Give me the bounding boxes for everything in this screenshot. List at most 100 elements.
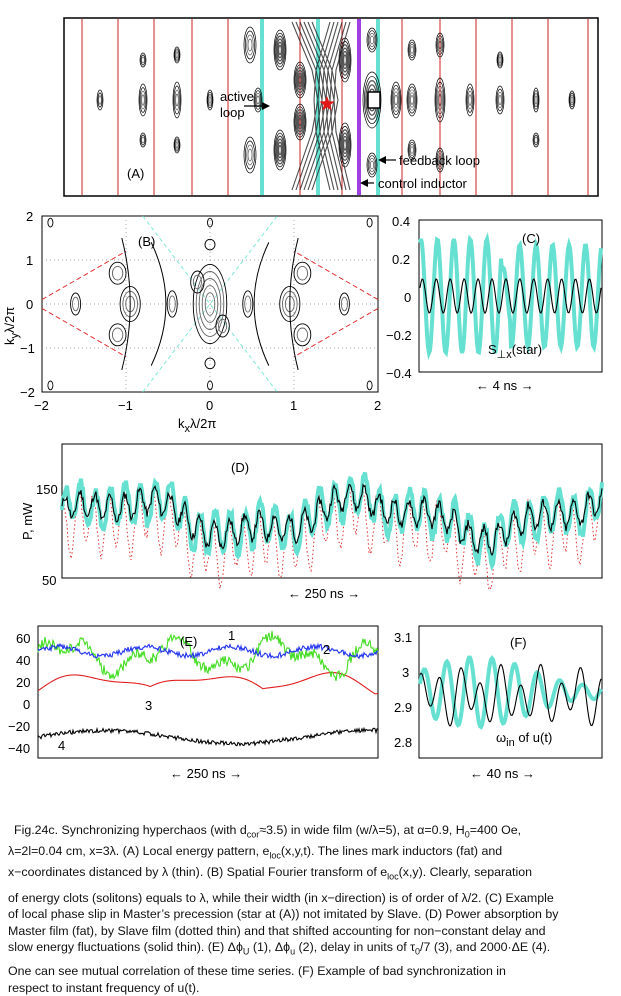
energy-contour xyxy=(437,37,443,53)
c-xcaption: ← 4 ns → xyxy=(476,378,534,393)
panel-d: (D) P, mW 150 50 ← 250 ns → xyxy=(20,443,604,601)
figure-caption: Fig.24c. Synchronizing hyperchaos (with … xyxy=(8,822,614,996)
panel-b-xticks: −2 −1 0 1 2 xyxy=(34,398,381,413)
energy-contour xyxy=(366,152,378,178)
fourier-contour xyxy=(296,327,309,343)
caption-line: One can see mutual correlation of these … xyxy=(8,964,506,979)
active-loop-label-2: loop xyxy=(220,105,245,120)
energy-contour xyxy=(466,87,474,113)
energy-contour xyxy=(393,91,399,109)
b-xlabel: kxλ/2π xyxy=(178,416,216,435)
energy-contour xyxy=(97,92,103,108)
c-ytick: 0.4 xyxy=(392,214,410,229)
energy-contour xyxy=(407,139,417,161)
caption-line: x−coordinates distanced by λ (thin). (B)… xyxy=(8,864,532,882)
control-inductor-arrowhead xyxy=(360,179,368,187)
panel-f-label: (F) xyxy=(510,635,527,650)
c-legend: S⊥x(star) xyxy=(488,342,542,361)
energy-contour xyxy=(174,140,180,150)
energy-contour xyxy=(294,64,306,96)
b-xtick: 0 xyxy=(206,398,213,413)
energy-contour xyxy=(392,88,400,112)
energy-contour xyxy=(438,40,442,50)
energy-contour xyxy=(341,132,349,158)
energy-contour xyxy=(295,108,305,136)
energy-contour xyxy=(438,155,442,165)
energy-contour xyxy=(207,91,213,109)
c-series-master xyxy=(418,232,603,361)
energy-contour xyxy=(497,91,503,109)
fourier-contour xyxy=(198,278,222,330)
energy-contour xyxy=(410,46,414,54)
f-series-slave xyxy=(419,663,602,727)
energy-contour xyxy=(532,87,540,113)
energy-contour xyxy=(293,103,307,141)
energy-contour xyxy=(297,114,303,130)
f-ytick: 3.1 xyxy=(394,630,412,645)
e-ytick: 0 xyxy=(23,697,30,712)
fourier-contour xyxy=(215,314,230,338)
energy-contour xyxy=(276,38,284,62)
fourier-contour xyxy=(244,295,252,313)
energy-contour xyxy=(173,136,181,154)
energy-contour xyxy=(438,93,442,107)
e-series-3 xyxy=(37,672,379,695)
energy-contour xyxy=(495,85,505,115)
star-icon xyxy=(319,96,335,111)
energy-contour xyxy=(496,51,504,69)
energy-contour xyxy=(435,81,445,119)
energy-contour xyxy=(568,90,576,110)
panel-f-yticks: 3.1 3 2.9 2.8 xyxy=(394,630,412,750)
energy-contour xyxy=(256,95,260,105)
feedback-loop-box xyxy=(367,91,381,109)
fourier-contour xyxy=(108,323,127,347)
energy-contour xyxy=(140,134,146,146)
e-ytick: −20 xyxy=(8,719,30,734)
energy-contour xyxy=(409,44,415,56)
energy-contour xyxy=(244,140,256,170)
d-ytick: 150 xyxy=(36,482,58,497)
energy-contour xyxy=(408,89,416,111)
energy-contour xyxy=(254,90,262,110)
energy-contour xyxy=(409,144,415,156)
energy-contour xyxy=(368,32,376,48)
panel-b-yticks: 2 1 0 −1 −2 xyxy=(20,209,35,400)
energy-contour xyxy=(274,132,286,168)
energy-contour xyxy=(277,44,283,56)
energy-contour xyxy=(342,54,348,66)
panel-e-label: (E) xyxy=(180,634,197,649)
energy-contour xyxy=(569,92,575,108)
e-series-4 xyxy=(37,726,379,747)
fourier-contour xyxy=(296,265,309,281)
energy-contour xyxy=(174,138,180,152)
fourier-contour xyxy=(108,261,127,285)
energy-contour xyxy=(139,132,147,148)
b-ytick: −2 xyxy=(20,385,35,400)
energy-contour xyxy=(208,96,212,104)
diagonal-dashed xyxy=(142,215,278,393)
energy-contour xyxy=(468,94,472,106)
diagonal-dashed xyxy=(142,215,278,393)
energy-contour xyxy=(340,44,350,76)
panel-b: (B) −2 −1 0 1 2 2 1 0 −1 −2 kxλ/2π kyλ/2… xyxy=(2,209,381,435)
caption-line: λ=2l=0.04 cm, x=3λ. (A) Local energy pat… xyxy=(8,843,503,861)
fourier-contour xyxy=(293,261,312,285)
e-ytick: 20 xyxy=(16,675,30,690)
fourier-contour xyxy=(70,292,82,316)
energy-contour xyxy=(342,50,348,70)
energy-contour xyxy=(175,51,179,59)
energy-contour xyxy=(247,148,253,162)
e-series-label-1: 1 xyxy=(228,628,235,643)
energy-contour xyxy=(408,41,416,59)
f-xcaption: ← 40 ns → xyxy=(470,766,535,781)
energy-contour xyxy=(246,34,254,56)
d-series-master xyxy=(60,471,604,572)
panel-b-contours xyxy=(47,217,373,391)
energy-contour xyxy=(467,90,473,110)
caption-line: Fig.24c. Synchronizing hyperchaos (with … xyxy=(14,823,522,840)
energy-contour xyxy=(534,95,538,105)
d-ytick: 50 xyxy=(42,573,56,588)
b-xtick: −2 xyxy=(34,398,49,413)
energy-contour xyxy=(570,96,574,104)
fourier-contour xyxy=(190,270,205,294)
